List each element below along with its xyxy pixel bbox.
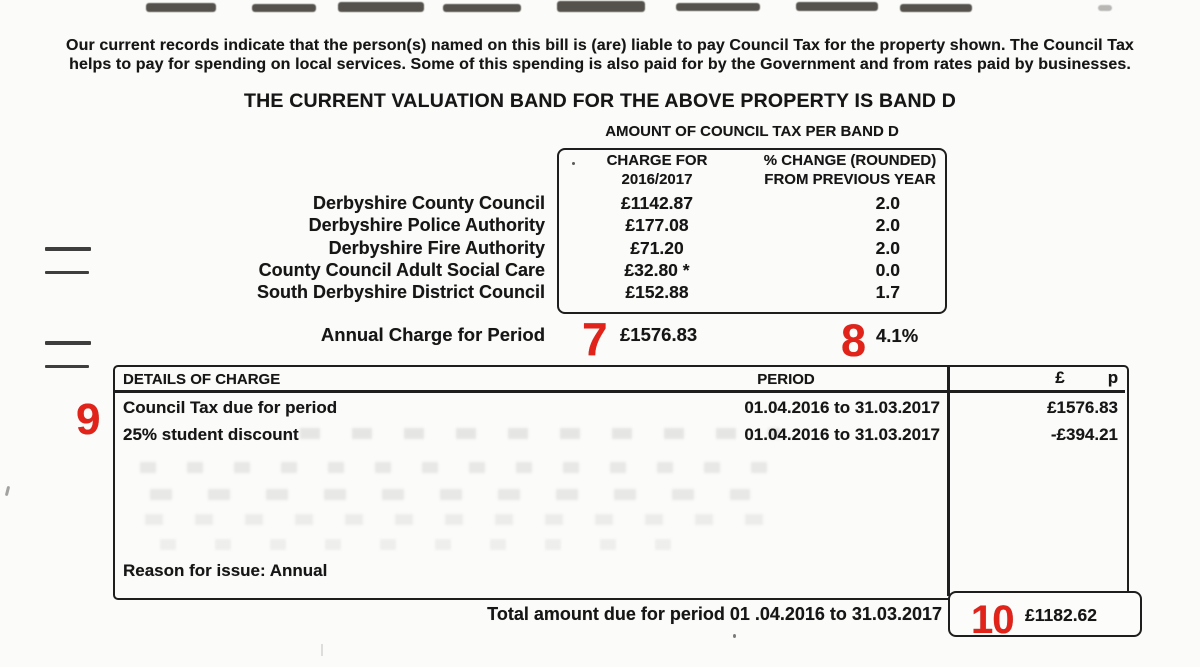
scan-speck	[733, 634, 736, 638]
ghost-print-artifact	[300, 428, 780, 439]
charge-period: 01.04.2016 to 31.03.2017	[744, 398, 940, 417]
ghost-print-artifact	[150, 489, 750, 500]
authority-label: South Derbyshire District Council	[256, 282, 545, 302]
scan-artifact	[676, 3, 760, 11]
annotation-marker-9: 9	[76, 395, 101, 444]
authority-label: County Council Adult Social Care	[258, 260, 545, 280]
charge-value: £1142.87	[620, 193, 694, 213]
scan-artifact	[557, 1, 645, 12]
charge-value: £152.88	[625, 282, 689, 302]
annual-charge-percent: 4.1%	[876, 325, 919, 346]
change-value: 2.0	[875, 238, 900, 258]
authority-label: Derbyshire County Council	[312, 193, 545, 213]
charge-amount: -£394.21	[1050, 425, 1118, 444]
authority-label: Derbyshire Police Authority	[308, 215, 545, 235]
details-table-box	[113, 365, 1129, 600]
total-amount-box	[948, 591, 1142, 637]
charge-value: £177.08	[625, 215, 689, 235]
fold-mark	[45, 271, 89, 274]
scan-artifact	[146, 3, 216, 12]
scan-speck	[321, 644, 323, 656]
scan-artifact	[900, 4, 972, 12]
total-due-label: Total amount due for period 01 .04.2016 …	[487, 604, 942, 624]
annotation-marker-10: 10	[971, 598, 1014, 642]
annual-charge-label: Annual Charge for Period	[320, 324, 545, 345]
details-header: DETAILS OF CHARGE	[123, 371, 281, 388]
change-header-line2: FROM PREVIOUS YEAR	[764, 171, 936, 188]
bill-intro-line-1: Our current records indicate that the pe…	[66, 37, 1134, 54]
annotation-marker-8: 8	[841, 315, 866, 366]
bill-intro-line-2: helps to pay for spending on local servi…	[69, 56, 1131, 73]
scan-artifact	[443, 4, 521, 12]
scan-speck	[572, 162, 575, 165]
details-table-header-rule	[113, 390, 1125, 393]
charge-period: 01.04.2016 to 31.03.2017	[744, 425, 940, 444]
pounds-header: £	[1055, 368, 1065, 387]
scan-artifact	[338, 2, 424, 12]
valuation-band-heading: THE CURRENT VALUATION BAND FOR THE ABOVE…	[243, 90, 957, 112]
reason-for-issue: Reason for issue: Annual	[123, 561, 328, 580]
change-header-line1: % CHANGE (ROUNDED)	[763, 152, 937, 169]
charge-value: £71.20	[630, 238, 684, 258]
band-table-title: AMOUNT OF COUNCIL TAX PER BAND D	[605, 123, 899, 140]
fold-mark	[45, 365, 89, 368]
charge-header-line1: CHARGE FOR	[606, 152, 708, 169]
scan-artifact	[796, 2, 878, 11]
change-value: 2.0	[875, 215, 900, 235]
fold-mark	[45, 341, 91, 345]
band-table-box	[557, 148, 947, 314]
scan-artifact	[1098, 5, 1112, 11]
annual-charge-amount: £1576.83	[620, 324, 698, 345]
fold-mark	[45, 247, 91, 251]
change-value: 2.0	[875, 193, 900, 213]
details-table-column-divider	[947, 365, 950, 596]
scan-artifact	[252, 4, 316, 12]
total-amount: £1182.62	[1025, 605, 1098, 625]
charge-value: £32.80 *	[624, 260, 690, 280]
ghost-print-artifact	[140, 462, 780, 473]
change-value: 0.0	[875, 260, 900, 280]
ghost-print-artifact	[145, 514, 775, 525]
charge-header-line2: 2016/2017	[621, 171, 693, 188]
scan-speck	[4, 485, 11, 497]
pence-header: p	[1107, 368, 1119, 387]
charge-column-header: CHARGE FOR 2016/2017	[562, 151, 752, 189]
change-value: 1.7	[875, 282, 900, 302]
charge-description: Council Tax due for period	[123, 398, 338, 417]
charge-amount: £1576.83	[1047, 398, 1118, 417]
charge-description: 25% student discount	[123, 425, 299, 444]
annotation-marker-7: 7	[582, 313, 608, 365]
period-header: PERIOD	[757, 371, 815, 388]
ghost-print-artifact	[160, 539, 680, 550]
authority-label: Derbyshire Fire Authority	[328, 238, 545, 258]
change-column-header: % CHANGE (ROUNDED) FROM PREVIOUS YEAR	[758, 151, 942, 189]
